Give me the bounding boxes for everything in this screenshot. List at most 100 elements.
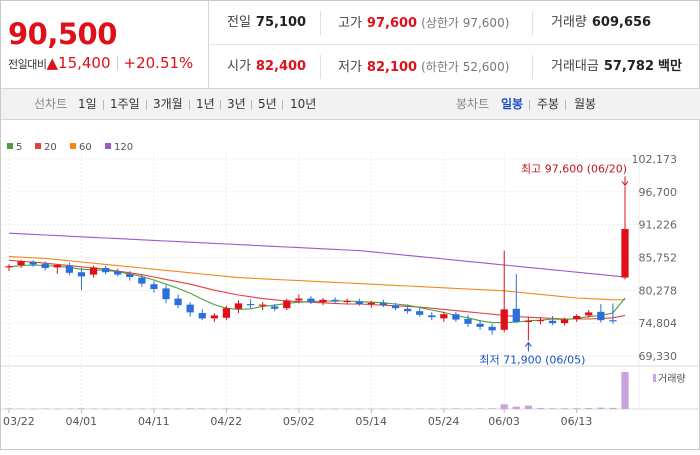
- volume-bar: [29, 408, 37, 410]
- range-10y-button[interactable]: 10년: [290, 97, 317, 111]
- candle-body: [585, 312, 593, 316]
- min-arrowhead-icon: [524, 341, 532, 347]
- candle-body: [428, 315, 436, 318]
- min-annotation: 최저 71,900 (06/05): [479, 354, 585, 367]
- legend-swatch: [35, 143, 41, 149]
- change-row: 전일대비▲15,400 +20.51%: [8, 54, 193, 72]
- max-annotation: 최고 97,600 (06/20): [521, 162, 627, 175]
- divider: [532, 55, 533, 79]
- volume-bar: [585, 408, 593, 409]
- y-tick-label: 91,226: [639, 219, 678, 232]
- candle-body: [307, 298, 315, 303]
- volume-bar: [259, 408, 267, 410]
- weekly-candle-button[interactable]: 주봉: [537, 97, 560, 111]
- volume-bar: [331, 408, 339, 410]
- prev-close-cell: 전일 75,100: [227, 1, 306, 45]
- candle-body: [331, 299, 339, 302]
- volume-bar: [174, 408, 182, 410]
- volume-bar: [452, 408, 460, 409]
- candle-body: [259, 304, 267, 306]
- volume-bar: [162, 408, 170, 409]
- divider: [103, 100, 104, 110]
- legend-label: 60: [79, 142, 92, 153]
- monthly-candle-button[interactable]: 월봉: [574, 97, 597, 111]
- change-percent: +20.51%: [123, 54, 194, 72]
- high-cell: 고가 97,600 (상한가 97,600): [338, 1, 509, 45]
- candle-body: [29, 262, 37, 265]
- candle-body: [609, 320, 617, 322]
- candle-body: [488, 326, 496, 331]
- price-summary: 90,500 전일대비▲15,400 +20.51%: [1, 1, 209, 89]
- open-cell: 시가 82,400: [227, 45, 306, 89]
- divider: [251, 100, 252, 110]
- volume-bar: [524, 405, 532, 409]
- low-value: 82,100: [366, 60, 418, 75]
- volume-bar: [77, 408, 86, 409]
- volume-bar: [536, 408, 545, 409]
- prev-close-value: 75,100: [255, 15, 307, 30]
- volume-bar: [597, 407, 605, 409]
- range-5y-button[interactable]: 5년: [258, 97, 277, 111]
- legend-label: 5: [16, 142, 22, 153]
- volume-bar: [102, 408, 110, 410]
- candle-body: [560, 319, 569, 324]
- volume-bar: [307, 408, 315, 410]
- trade-value-cell: 거래대금 57,782 백만: [551, 45, 682, 89]
- current-price: 90,500: [8, 17, 117, 51]
- daily-candle-button[interactable]: 일봉: [501, 97, 524, 111]
- volume-bar: [114, 408, 122, 410]
- line-chart-label: 선차트: [34, 97, 68, 111]
- divider: [529, 100, 530, 110]
- volume-bar: [222, 408, 231, 409]
- legend-label: 20: [44, 142, 57, 153]
- stats-row-1: 전일 75,100 고가 97,600 (상한가 97,600) 거래량 609,656: [210, 1, 700, 45]
- divider: [189, 100, 190, 110]
- y-tick-label: 85,752: [639, 251, 678, 264]
- range-1d-button[interactable]: 1일: [78, 97, 97, 111]
- volume-bar: [367, 408, 375, 410]
- candle-body: [621, 229, 629, 278]
- low-cell: 저가 82,100 (하한가 52,600): [338, 45, 509, 89]
- divider: [220, 100, 221, 110]
- candle-body: [126, 274, 134, 278]
- candle-body: [512, 308, 520, 322]
- volume-bar: [53, 408, 61, 410]
- range-1w-button[interactable]: 1주일: [110, 97, 140, 111]
- volume-bar: [512, 406, 520, 409]
- quote-header: 90,500 전일대비▲15,400 +20.51% 전일 75,100 고가 97,…: [1, 1, 700, 89]
- volume-bar: [573, 408, 581, 409]
- candle-body: [500, 309, 508, 330]
- candle-body: [295, 298, 303, 301]
- candle-body: [114, 271, 122, 275]
- divider: [565, 100, 566, 110]
- x-tick-label: 04/01: [65, 415, 97, 428]
- volume-label: 거래량: [551, 15, 587, 30]
- ma60-line: [8, 256, 625, 301]
- volume-bar: [500, 404, 508, 409]
- y-tick-label: 80,278: [639, 284, 678, 297]
- volume-bar: [403, 408, 412, 410]
- up-arrow-icon: ▲: [46, 54, 59, 72]
- prev-close-label: 전일: [227, 15, 251, 30]
- range-1y-button[interactable]: 1년: [196, 97, 215, 111]
- volume-bar: [464, 408, 472, 409]
- range-3y-button[interactable]: 3년: [227, 97, 246, 111]
- candle-body: [162, 288, 170, 300]
- candle-body: [452, 314, 460, 320]
- x-tick-label: 05/02: [283, 415, 315, 428]
- candle-body: [391, 305, 400, 309]
- candle-body: [548, 320, 557, 324]
- volume-bar: [355, 408, 363, 410]
- volume-bar: [283, 408, 291, 410]
- range-3m-button[interactable]: 3개월: [153, 97, 183, 111]
- volume-bar: [379, 408, 388, 410]
- volume-bar: [416, 408, 424, 410]
- candle-body: [222, 308, 231, 318]
- max-arrowhead-icon: [621, 181, 629, 187]
- volume-bar: [5, 408, 13, 409]
- stats-row-2: 시가 82,400 저가 82,100 (하한가 52,600) 거래대금 57,782…: [210, 45, 700, 89]
- volume-bar: [343, 408, 351, 410]
- divider: [320, 11, 321, 35]
- volume-bar: [17, 408, 25, 410]
- candle-body: [379, 302, 388, 306]
